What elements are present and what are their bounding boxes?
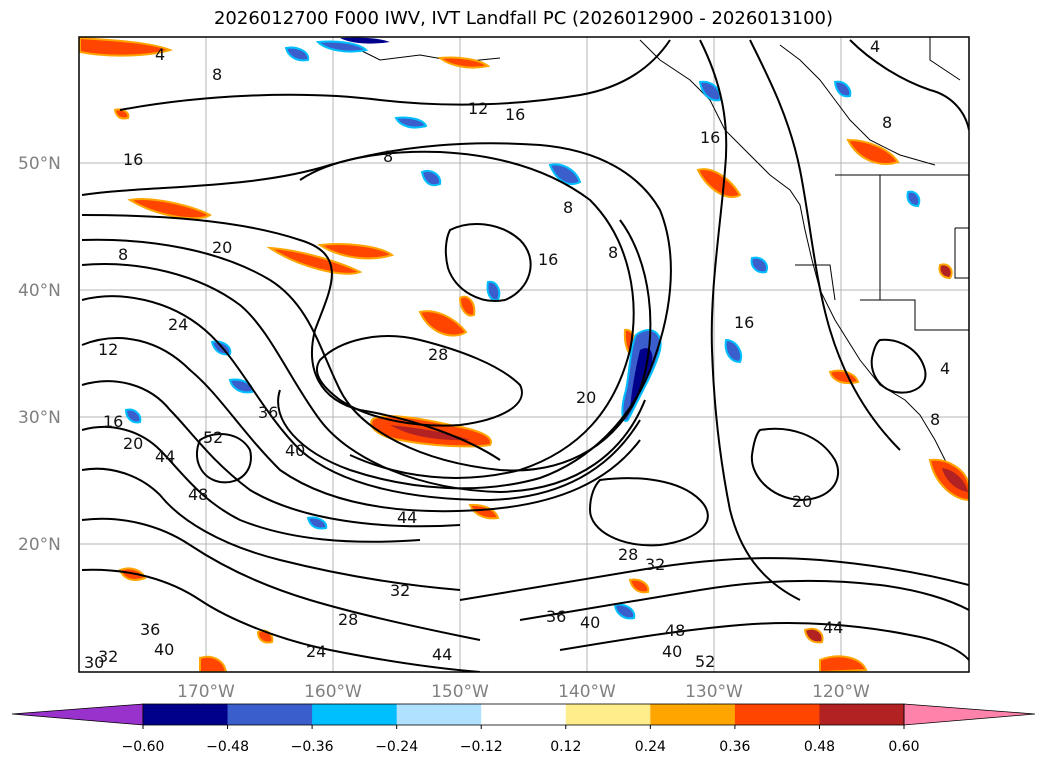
contour-label: 20: [212, 238, 232, 257]
iwv-contours: [81, 39, 969, 672]
contour-label: 8: [608, 243, 618, 262]
contour-label: 48: [188, 485, 208, 504]
contour-label: 8: [118, 245, 128, 264]
contour-label: 36: [258, 403, 278, 422]
colorbar-tick-label: −0.36: [291, 739, 334, 755]
contour-label: 24: [306, 642, 326, 661]
contour-label: 28: [428, 345, 448, 364]
map-gridlines: [79, 37, 969, 672]
contour-label: 8: [383, 147, 393, 166]
lon-tick-label: 170°W: [177, 682, 235, 702]
contour-label: 36: [140, 620, 160, 639]
contour-label: 8: [563, 198, 573, 217]
lat-tick-label: 40°N: [18, 281, 61, 301]
colorbar-tick-label: 0.24: [635, 739, 666, 755]
contour-label: 36: [546, 607, 566, 626]
contour-label: 40: [285, 441, 305, 460]
lon-tick-label: 160°W: [304, 682, 362, 702]
contour-label: 28: [618, 545, 638, 564]
contour-label: 40: [662, 642, 682, 661]
colorbar-bin: [565, 704, 651, 725]
colorbar-tick-label: 0.36: [719, 739, 750, 755]
contour-label: 16: [505, 105, 525, 124]
lat-tick-label: 20°N: [18, 535, 61, 555]
contour-label: 16: [538, 250, 558, 269]
lon-tick-label: 120°W: [812, 682, 870, 702]
colorbar-bin: [481, 704, 567, 725]
lon-tick-label: 130°W: [685, 682, 743, 702]
contour-label: 32: [98, 647, 118, 666]
map-frame: [78, 36, 970, 673]
colorbar-tick-label: −0.24: [375, 739, 418, 755]
lon-tick-label: 140°W: [558, 682, 616, 702]
contour-label: 16: [700, 128, 720, 147]
colorbar-tick-label: −0.60: [122, 739, 165, 755]
contour-labels: 4 8 12 16 8 16 16 8 8 20 24 12 16 20 36 …: [84, 37, 950, 672]
contour-label: 20: [123, 434, 143, 453]
colorbar-tick-label: 0.60: [888, 739, 919, 755]
contour-label: 16: [734, 313, 754, 332]
lon-tick-label: 150°W: [431, 682, 489, 702]
contour-label: 16: [123, 150, 143, 169]
contour-label: 8: [930, 410, 940, 429]
contour-label: 40: [154, 640, 174, 659]
contour-label: 48: [665, 621, 685, 640]
contour-label: 52: [203, 428, 223, 447]
contour-label: 8: [212, 65, 222, 84]
colorbar-bin: [734, 704, 820, 725]
colorbar-bin: [227, 704, 313, 725]
contour-label: 32: [390, 581, 410, 600]
colorbar-tick-label: −0.48: [206, 739, 249, 755]
colorbar-tick-label: 0.12: [550, 739, 581, 755]
contour-label: 4: [155, 45, 165, 64]
colorbar-bin: [819, 704, 905, 725]
contour-label: 12: [98, 340, 118, 359]
lon-axis: 170°W 160°W 150°W 140°W 130°W 120°W: [177, 682, 870, 702]
colorbar-bin: [312, 704, 398, 725]
colorbar-tick-label: 0.48: [804, 739, 835, 755]
contour-label: 28: [338, 610, 358, 629]
colorbar-over-extension: [903, 703, 1036, 726]
lat-tick-label: 50°N: [18, 154, 61, 174]
contour-label: 32: [645, 555, 665, 574]
contour-label: 16: [103, 412, 123, 431]
contour-label: 40: [580, 613, 600, 632]
contour-label: 12: [468, 99, 488, 118]
colorbar-bin: [650, 704, 736, 725]
contour-label: 44: [155, 447, 175, 466]
lat-tick-label: 30°N: [18, 408, 61, 428]
contour-label: 30: [84, 653, 104, 672]
contour-label: 44: [823, 618, 843, 637]
map-panel: [79, 37, 969, 672]
map-title: 2026012700 F000 IWV, IVT Landfall PC (20…: [213, 8, 834, 29]
contour-label: 4: [870, 37, 880, 56]
contour-label: 4: [940, 359, 950, 378]
contour-label: 20: [576, 388, 596, 407]
contour-label: 52: [695, 652, 715, 671]
contour-label: 24: [168, 315, 188, 334]
contour-label: 44: [432, 645, 452, 664]
contour-label: 20: [792, 492, 812, 511]
contour-label: 44: [397, 508, 417, 527]
colorbar-bin: [143, 704, 229, 725]
colorbar-tick-label: −0.12: [460, 739, 503, 755]
colorbar: −0.60 −0.48 −0.36 −0.24 −0.12 0.12 0.24 0.36 0.4…: [11, 703, 1036, 755]
colorbar-frame: [142, 703, 905, 726]
contour-label: 8: [882, 113, 892, 132]
colorbar-under-extension: [11, 703, 144, 726]
lat-axis: 50°N 40°N 30°N 20°N: [18, 154, 61, 555]
colorbar-bin: [396, 704, 482, 725]
